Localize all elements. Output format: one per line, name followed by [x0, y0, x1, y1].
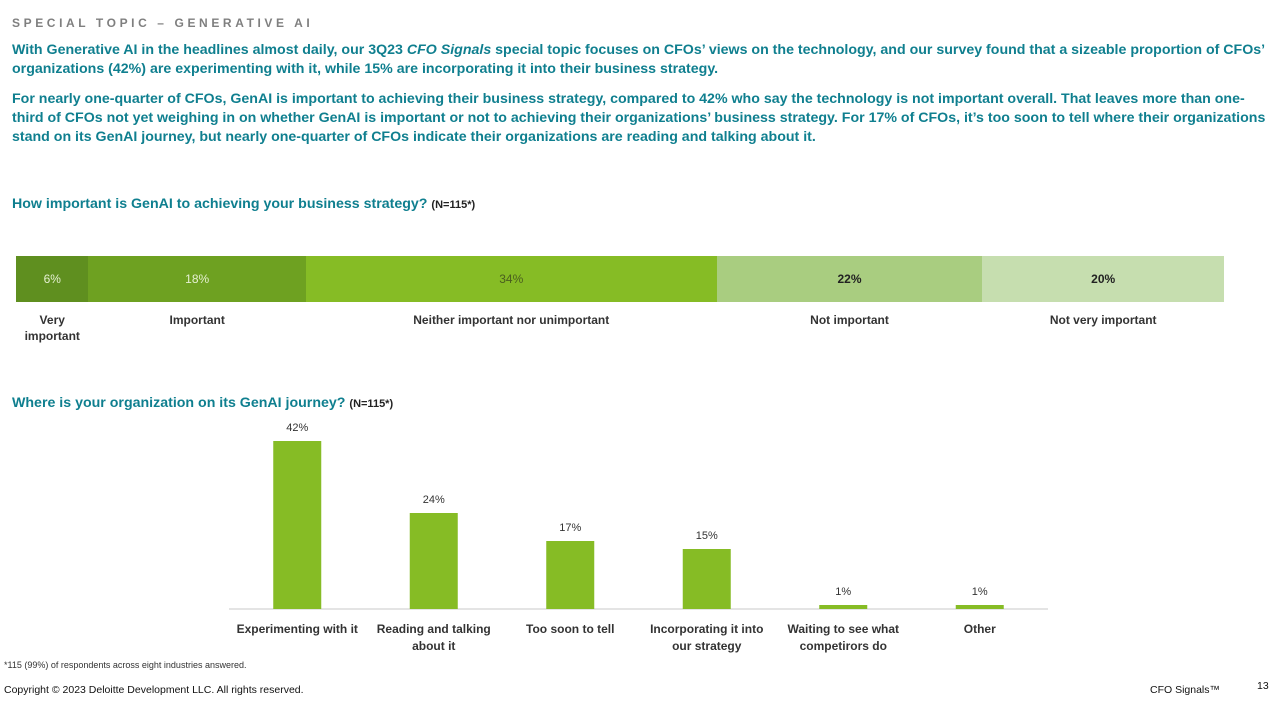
- importance-category-label: Not important: [810, 313, 889, 327]
- journey-category-label: Reading and talking: [377, 622, 491, 636]
- chart1-sample-note: (N=115*): [431, 199, 476, 211]
- journey-bar: [409, 513, 458, 609]
- journey-category-label: about it: [412, 639, 455, 653]
- chart2-title-text: Where is your organization on its GenAI …: [12, 395, 346, 411]
- chart1-title: How important is GenAI to achieving your…: [12, 196, 475, 212]
- journey-category-label: our strategy: [672, 639, 742, 653]
- intro-paragraph-1: With Generative AI in the headlines almo…: [12, 41, 1267, 79]
- importance-category-label: Important: [169, 313, 225, 327]
- intro-p1-end: special topic focuses on CFOs’ views on …: [12, 42, 1265, 77]
- copyright: Copyright © 2023 Deloitte Development LL…: [4, 684, 304, 696]
- journey-bar-value: 24%: [423, 494, 445, 506]
- chart2-sample-note: (N=115*): [349, 398, 394, 410]
- journey-bar: [546, 541, 595, 609]
- importance-stacked-bar: 6% 18% 34% 22% 20%: [16, 256, 1224, 302]
- journey-bar: [955, 605, 1004, 609]
- intro-p1-start: With Generative AI in the headlines almo…: [12, 42, 407, 58]
- chart1-title-text: How important is GenAI to achieving your…: [12, 196, 428, 212]
- importance-segment: 34%: [305, 256, 717, 302]
- importance-category-label: Neither important nor unimportant: [413, 313, 610, 327]
- journey-category-label: Other: [964, 622, 996, 636]
- page-number: 13: [1257, 680, 1269, 692]
- journey-category-label: Too soon to tell: [526, 622, 614, 636]
- brand-label: CFO Signals™: [1150, 684, 1221, 696]
- section-eyebrow: SPECIAL TOPIC – GENERATIVE AI: [12, 16, 314, 30]
- importance-category-label: Not very important: [1049, 313, 1157, 327]
- footnote: *115 (99%) of respondents across eight i…: [4, 660, 247, 670]
- journey-category-label: Incorporating it into: [650, 622, 763, 636]
- intro-paragraph-2: For nearly one-quarter of CFOs, GenAI is…: [12, 91, 1266, 145]
- journey-bar: [682, 549, 731, 609]
- importance-segment-value: 18%: [185, 272, 210, 286]
- journey-bar-value: 17%: [559, 522, 581, 534]
- importance-segment: 22%: [716, 256, 983, 302]
- importance-segment-value: 20%: [1091, 272, 1116, 286]
- journey-category-label: Waiting to see what: [787, 622, 899, 636]
- importance-segment-value: 22%: [837, 272, 862, 286]
- journey-bar-value: 15%: [696, 530, 718, 542]
- importance-segment: 18%: [88, 256, 306, 302]
- journey-bar-value: 42%: [286, 422, 308, 434]
- intro-p1-emphasis: CFO Signals: [406, 42, 492, 58]
- journey-bar: [819, 605, 868, 609]
- importance-segment: 20%: [982, 256, 1224, 302]
- importance-segment: 6%: [16, 256, 89, 302]
- journey-category-label: Experimenting with it: [237, 622, 358, 636]
- chart2-title: Where is your organization on its GenAI …: [12, 395, 393, 411]
- importance-segment-value: 6%: [43, 272, 61, 286]
- journey-bar: [273, 441, 322, 609]
- importance-category-label: Very important: [24, 313, 80, 343]
- journey-bar-value: 1%: [972, 586, 988, 598]
- journey-category-label: competirors do: [800, 639, 887, 653]
- journey-bar-value: 1%: [835, 586, 851, 598]
- importance-segment-value: 34%: [499, 272, 524, 286]
